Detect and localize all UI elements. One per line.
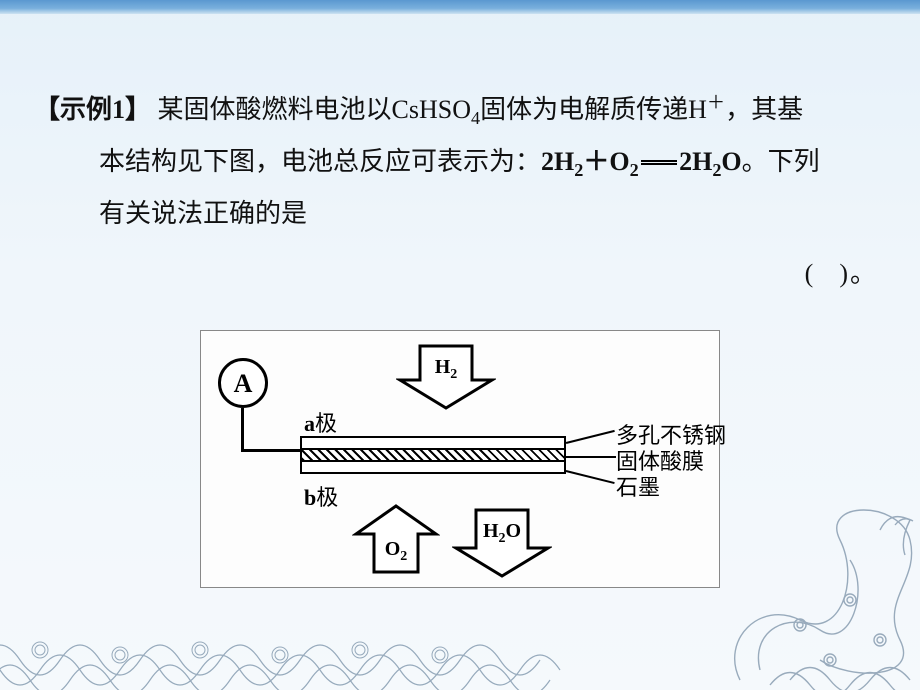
lead-line-mid xyxy=(566,456,616,458)
o2-inlet-arrow: O2 xyxy=(352,502,440,576)
q-text-1c: ，其基 xyxy=(725,95,803,124)
h2o-t: H xyxy=(483,520,499,542)
wire-horizontal xyxy=(241,449,302,452)
paren-close: ) xyxy=(839,259,848,288)
a-electrode-label: a极 xyxy=(304,406,337,438)
eq-b: O xyxy=(609,147,629,176)
eq-r-b: O xyxy=(721,147,741,176)
q-text-2: 本结构见下图，电池总反应可表示为： xyxy=(99,147,541,176)
o2-t: O xyxy=(385,538,401,560)
eq-b-sub: 2 xyxy=(630,160,639,180)
window-top-bar xyxy=(0,0,920,14)
q-line-2: 本结构见下图，电池总反应可表示为：2H2＋O22H2O。下列 xyxy=(34,136,886,188)
eq-plus: ＋ xyxy=(583,147,609,176)
paren-open: ( xyxy=(805,259,814,288)
h2o-b: O xyxy=(506,520,522,542)
question-paragraph: 【示例1】 某固体酸燃料电池以CsHSO4固体为电解质传递H＋，其基 本结构见下… xyxy=(34,84,886,240)
question-block: 【示例1】 某固体酸燃料电池以CsHSO4固体为电解质传递H＋，其基 本结构见下… xyxy=(0,14,920,300)
h2o-s: 2 xyxy=(499,531,506,546)
eq-r: 2H xyxy=(679,147,712,176)
example-label: 【示例1】 xyxy=(34,95,151,124)
lead-label-bot: 石墨 xyxy=(616,470,660,502)
q-sup-1: ＋ xyxy=(707,92,725,112)
a-cn: 极 xyxy=(315,411,337,436)
q-line-3: 有关说法正确的是 xyxy=(34,188,886,240)
q-text-3: 有关说法正确的是 xyxy=(99,199,307,228)
h2o-label: H2O xyxy=(452,520,552,543)
h2-s: 2 xyxy=(450,367,457,382)
h2o-outlet-arrow: H2O xyxy=(452,506,552,580)
layer-mid-membrane xyxy=(300,450,566,460)
b-cn: 极 xyxy=(316,485,338,510)
paren-dot: 。 xyxy=(850,259,876,288)
h2-label: H2 xyxy=(396,356,496,379)
q-sub-1: 4 xyxy=(471,108,480,128)
layer-top-steel xyxy=(300,436,566,450)
a-prefix: a xyxy=(304,411,315,436)
answer-blank: ( )。 xyxy=(34,248,886,300)
wire-vertical xyxy=(241,408,244,452)
electrode-stack xyxy=(300,436,566,474)
eq-a: 2H xyxy=(541,147,574,176)
b-electrode-label: b极 xyxy=(304,480,338,512)
layer-bot-graphite xyxy=(300,460,566,474)
o2-s: 2 xyxy=(400,549,407,564)
o2-label: O2 xyxy=(352,538,440,561)
fuel-cell-diagram: A a极 b极 H2 O2 H2O 多孔不锈钢 固体酸膜 石墨 xyxy=(200,330,720,610)
h2-t: H xyxy=(435,356,451,378)
q-text-2b: 。下列 xyxy=(742,147,820,176)
eq-a-sub: 2 xyxy=(574,160,583,180)
b-prefix: b xyxy=(304,485,316,510)
ammeter-icon: A xyxy=(218,358,268,408)
dragon-decoration xyxy=(700,480,920,690)
h2-inlet-arrow: H2 xyxy=(396,342,496,412)
ammeter-label: A xyxy=(234,369,253,398)
q-text-1: 某固体酸燃料电池以CsHSO xyxy=(151,95,471,124)
eq-equals-icon xyxy=(641,160,677,165)
q-text-1b: 固体为电解质传递H xyxy=(480,95,707,124)
